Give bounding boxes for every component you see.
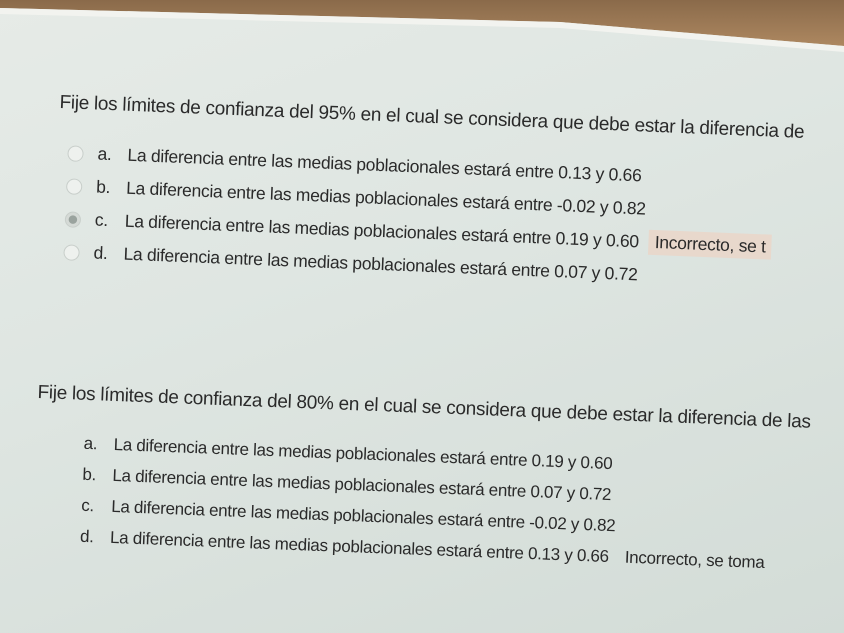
question-text: Fije los límites de confianza del 95% en… [59,92,805,143]
option-letter: c. [94,209,109,231]
feedback-incorrect: Incorrecto, se toma [624,547,765,572]
radio-button[interactable] [65,177,83,195]
option-letter: b. [82,464,97,484]
window-top-bar [0,0,844,46]
question-1: Fije los límites de confianza del 95% en… [53,92,805,298]
radio-button[interactable] [63,243,80,261]
feedback-incorrect: Incorrecto, se t [648,229,773,260]
question-text: Fije los límites de confianza del 80% en… [37,382,812,433]
option-letter: c. [80,495,95,515]
option-letter: b. [95,176,111,198]
radio-button-selected[interactable] [64,210,82,228]
option-letter: a. [97,143,112,165]
option-letter: d. [79,526,95,546]
option-letter: a. [83,433,98,453]
question-2: Fije los límites de confianza del 80% en… [32,382,811,580]
radio-button[interactable] [67,144,84,162]
option-letter: d. [93,242,108,264]
